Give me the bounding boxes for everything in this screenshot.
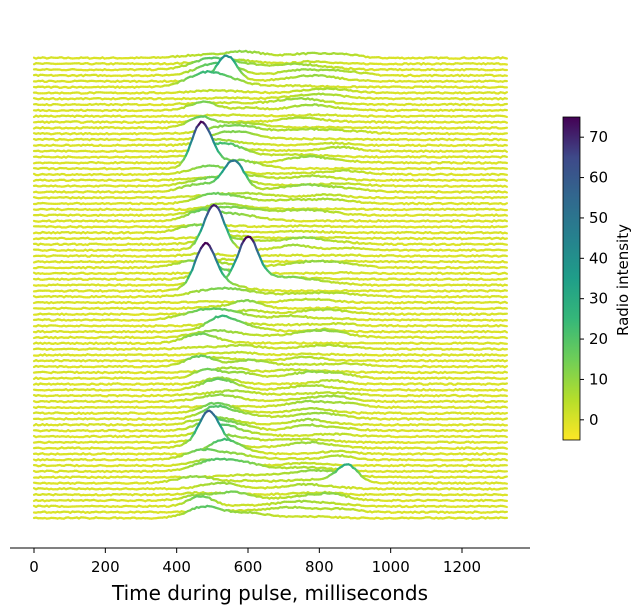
trace-segment [503, 178, 508, 182]
pulse-trace-2 [32, 56, 508, 74]
trace-segment [503, 56, 508, 60]
pulse-trace-3 [32, 61, 508, 80]
trace-segment [503, 115, 508, 119]
trace-segment [503, 120, 508, 124]
plot-area [32, 49, 508, 522]
trace-segment [503, 155, 508, 158]
pulse-trace-0 [32, 49, 508, 62]
trace-occlusion-fill [34, 50, 507, 62]
trace-segment [503, 149, 508, 153]
pulse-trace-10 [32, 113, 508, 121]
trace-segment [503, 91, 508, 95]
